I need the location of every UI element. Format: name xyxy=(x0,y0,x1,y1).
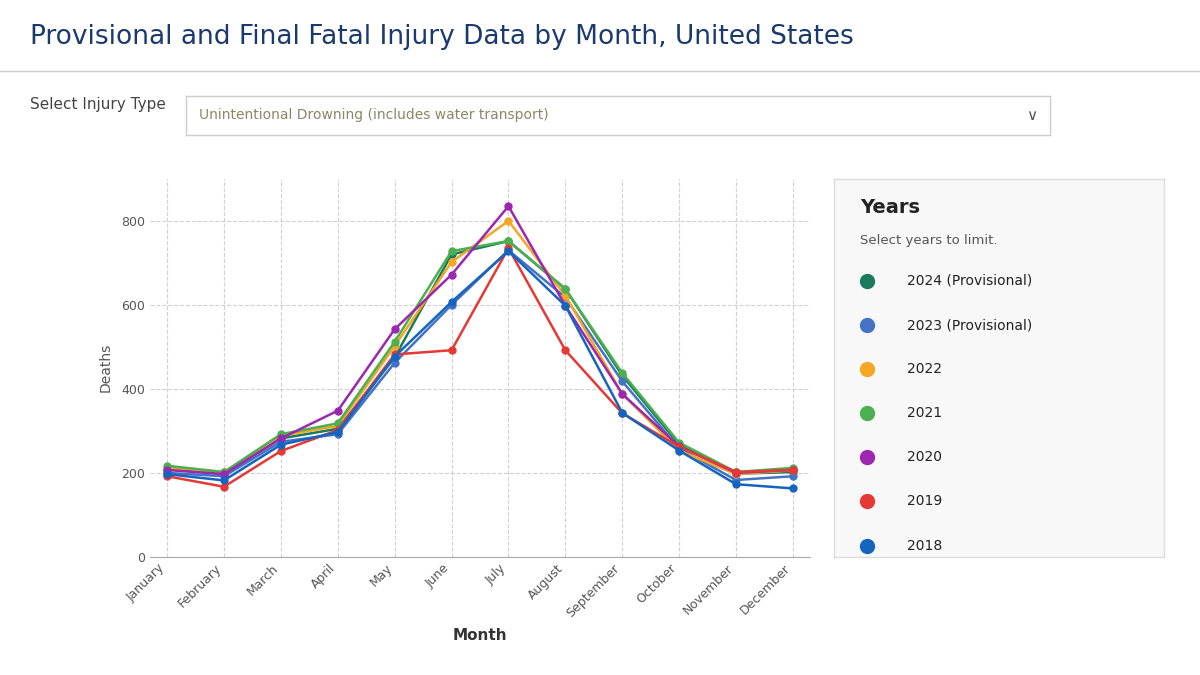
X-axis label: Month: Month xyxy=(452,628,508,643)
Text: 2018: 2018 xyxy=(907,539,942,553)
Text: Unintentional Drowning (includes water transport): Unintentional Drowning (includes water t… xyxy=(199,109,548,122)
Text: 2023 (Provisional): 2023 (Provisional) xyxy=(907,318,1032,332)
Text: Select years to limit.: Select years to limit. xyxy=(860,234,998,246)
Text: 2019: 2019 xyxy=(907,494,942,508)
Y-axis label: Deaths: Deaths xyxy=(98,344,113,392)
Text: 2024 (Provisional): 2024 (Provisional) xyxy=(907,274,1032,288)
Text: Provisional and Final Fatal Injury Data by Month, United States: Provisional and Final Fatal Injury Data … xyxy=(30,24,853,50)
Text: 2021: 2021 xyxy=(907,406,942,421)
Text: Years: Years xyxy=(860,198,920,217)
Text: 2020: 2020 xyxy=(907,450,942,464)
Text: 2022: 2022 xyxy=(907,362,942,376)
Text: Select Injury Type: Select Injury Type xyxy=(30,97,166,112)
Text: ∨: ∨ xyxy=(1026,108,1037,123)
